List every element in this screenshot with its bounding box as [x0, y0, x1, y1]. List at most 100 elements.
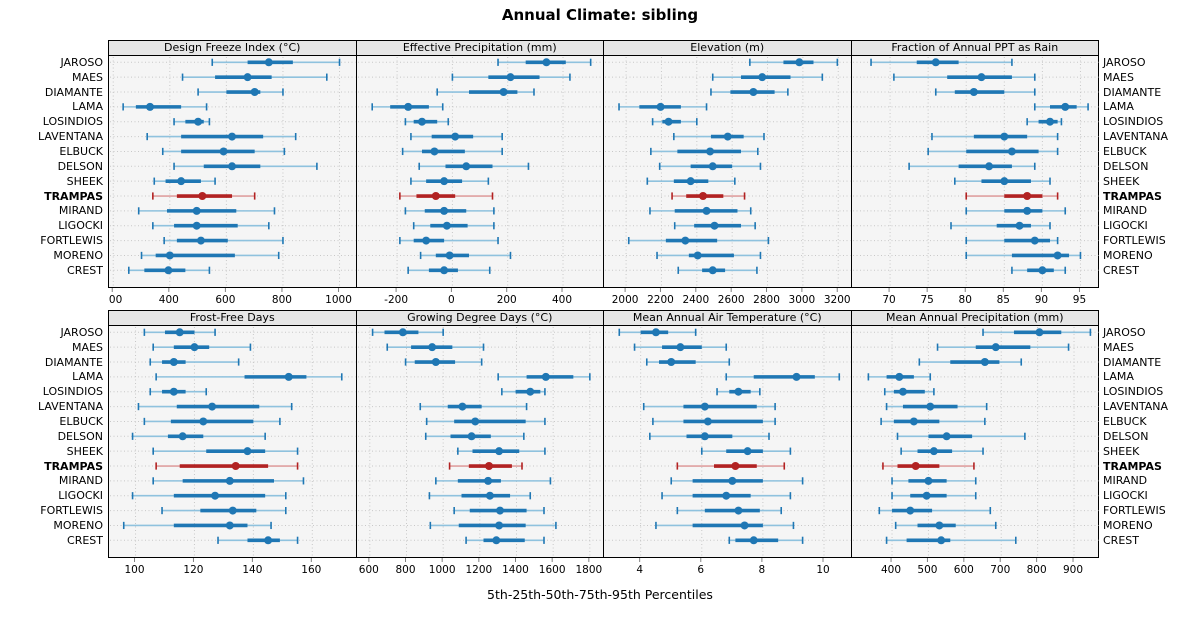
- x-axis-svg: -200 0 200 400: [384, 288, 572, 306]
- median-dot: [710, 221, 719, 230]
- median-dot: [703, 417, 712, 426]
- panel-design-freeze-index-c: [108, 56, 357, 288]
- median-dot: [284, 372, 293, 381]
- median-dot: [898, 387, 907, 396]
- median-dot: [676, 343, 685, 352]
- tick-label: 3000: [789, 294, 816, 306]
- median-dot: [664, 117, 673, 126]
- tick-label: 160: [301, 564, 321, 576]
- x-axis-mean-annual-air-temperature-c: 4 6 8 10: [603, 558, 852, 576]
- median-dot: [194, 117, 203, 126]
- site-label-right-delson: DELSON: [1103, 159, 1149, 173]
- plot-area-growing-degree-days-c: [357, 327, 603, 556]
- site-label-left-lama: LAMA: [72, 100, 103, 114]
- median-dot: [243, 447, 252, 456]
- site-label-right-maes: MAES: [1103, 340, 1134, 354]
- site-label-right-ligocki: LIGOCKI: [1103, 219, 1148, 233]
- strip-fraction-of-annual-ppt-as-rain: Fraction of Annual PPT as Rain: [850, 40, 1099, 56]
- tick-label: 1400: [502, 564, 529, 576]
- median-dot: [1030, 236, 1039, 245]
- site-label-left-delson: DELSON: [57, 429, 103, 443]
- median-dot: [470, 417, 479, 426]
- strip-mean-annual-air-temperature-c: Mean Annual Air Temperature (°C): [603, 310, 852, 326]
- site-label-right-elbuck: ELBUCK: [1103, 414, 1147, 428]
- plot-area-frost-free-days: [110, 327, 356, 556]
- site-label-right-lama: LAMA: [1103, 100, 1134, 114]
- median-dot: [923, 476, 932, 485]
- tick-label: 800: [1026, 564, 1046, 576]
- site-label-right-laventana: LAVENTANA: [1103, 130, 1169, 144]
- site-label-left-lama: LAMA: [72, 370, 103, 384]
- strip-mean-annual-precipitation-mm: Mean Annual Precipitation (mm): [850, 310, 1099, 326]
- median-dot: [1022, 192, 1031, 201]
- site-label-left-ligocki: LIGOCKI: [58, 489, 103, 503]
- median-dot: [686, 177, 695, 186]
- panel-mean-annual-precipitation-mm: [850, 326, 1099, 558]
- median-dot: [1007, 147, 1016, 156]
- median-dot: [525, 387, 534, 396]
- x-axis-svg: 400 500 600 700 800 900: [881, 558, 1083, 576]
- site-label-right-lama: LAMA: [1103, 370, 1134, 384]
- plot-area-design-freeze-index-c: [110, 57, 356, 286]
- median-dot: [999, 177, 1008, 186]
- median-dot: [225, 521, 234, 530]
- tick-label: 600: [358, 564, 378, 576]
- tick-label: 0: [448, 294, 455, 306]
- median-dot: [484, 462, 493, 471]
- site-label-right-jaroso: JAROSO: [1103, 55, 1146, 69]
- median-dot: [942, 432, 951, 441]
- median-dot: [991, 343, 1000, 352]
- median-dot: [1060, 102, 1069, 111]
- site-label-left-jaroso: JAROSO: [60, 55, 103, 69]
- x-axis-fraction-of-annual-ppt-as-rain: 70 75 80 85 90 95: [851, 288, 1100, 306]
- site-label-right-losindios: LOSINDIOS: [1103, 115, 1164, 129]
- site-label-left-mirand: MIRAND: [58, 204, 103, 218]
- site-label-left-ligocki: LIGOCKI: [58, 219, 103, 233]
- plot-area-effective-precipitation-mm: [357, 57, 603, 286]
- median-dot: [541, 58, 550, 67]
- median-dot: [792, 372, 801, 381]
- median-dot: [439, 266, 448, 275]
- x-axis-design-freeze-index-c: 200 400 600 800 1000: [102, 288, 357, 306]
- median-dot: [169, 358, 178, 367]
- median-dot: [491, 536, 500, 545]
- site-label-right-laventana: LAVENTANA: [1103, 400, 1169, 414]
- site-label-left-diamante: DIAMANTE: [44, 355, 103, 369]
- tick-label: 140: [242, 564, 262, 576]
- plot-area-mean-annual-precipitation-mm: [852, 327, 1098, 556]
- median-dot: [905, 506, 914, 515]
- median-dot: [651, 328, 660, 337]
- site-label-right-mirand: MIRAND: [1103, 474, 1148, 488]
- site-label-right-crest: CREST: [1103, 263, 1139, 277]
- median-dot: [439, 206, 448, 215]
- median-dot: [264, 536, 273, 545]
- median-dot: [749, 88, 758, 97]
- plot-area-elevation-m: [605, 57, 851, 286]
- site-label-right-crest: CREST: [1103, 533, 1139, 547]
- median-dot: [196, 236, 205, 245]
- median-dot: [541, 372, 550, 381]
- site-label-right-sheek: SHEEK: [1103, 174, 1140, 188]
- tick-label: 800: [395, 564, 415, 576]
- median-dot: [708, 162, 717, 171]
- median-dot: [495, 506, 504, 515]
- median-dot: [445, 251, 454, 260]
- median-dot: [403, 102, 412, 111]
- tick-label: 2000: [612, 294, 639, 306]
- median-dot: [934, 521, 943, 530]
- tick-label: 120: [183, 564, 203, 576]
- x-axis-svg: 4 6 8 10: [636, 558, 830, 576]
- site-label-left-losindios: LOSINDIOS: [42, 385, 103, 399]
- site-label-left-sheek: SHEEK: [66, 174, 103, 188]
- median-dot: [467, 432, 476, 441]
- median-dot: [728, 476, 737, 485]
- median-dot: [734, 506, 743, 515]
- tick-label: 700: [990, 564, 1010, 576]
- x-axis-svg: 70 75 80 85 90 95: [882, 288, 1086, 306]
- median-dot: [1045, 117, 1054, 126]
- site-label-right-jaroso: JAROSO: [1103, 325, 1146, 339]
- median-dot: [192, 206, 201, 215]
- plot-area-mean-annual-air-temperature-c: [605, 327, 851, 556]
- tick-label: 200: [108, 294, 122, 306]
- median-dot: [264, 58, 273, 67]
